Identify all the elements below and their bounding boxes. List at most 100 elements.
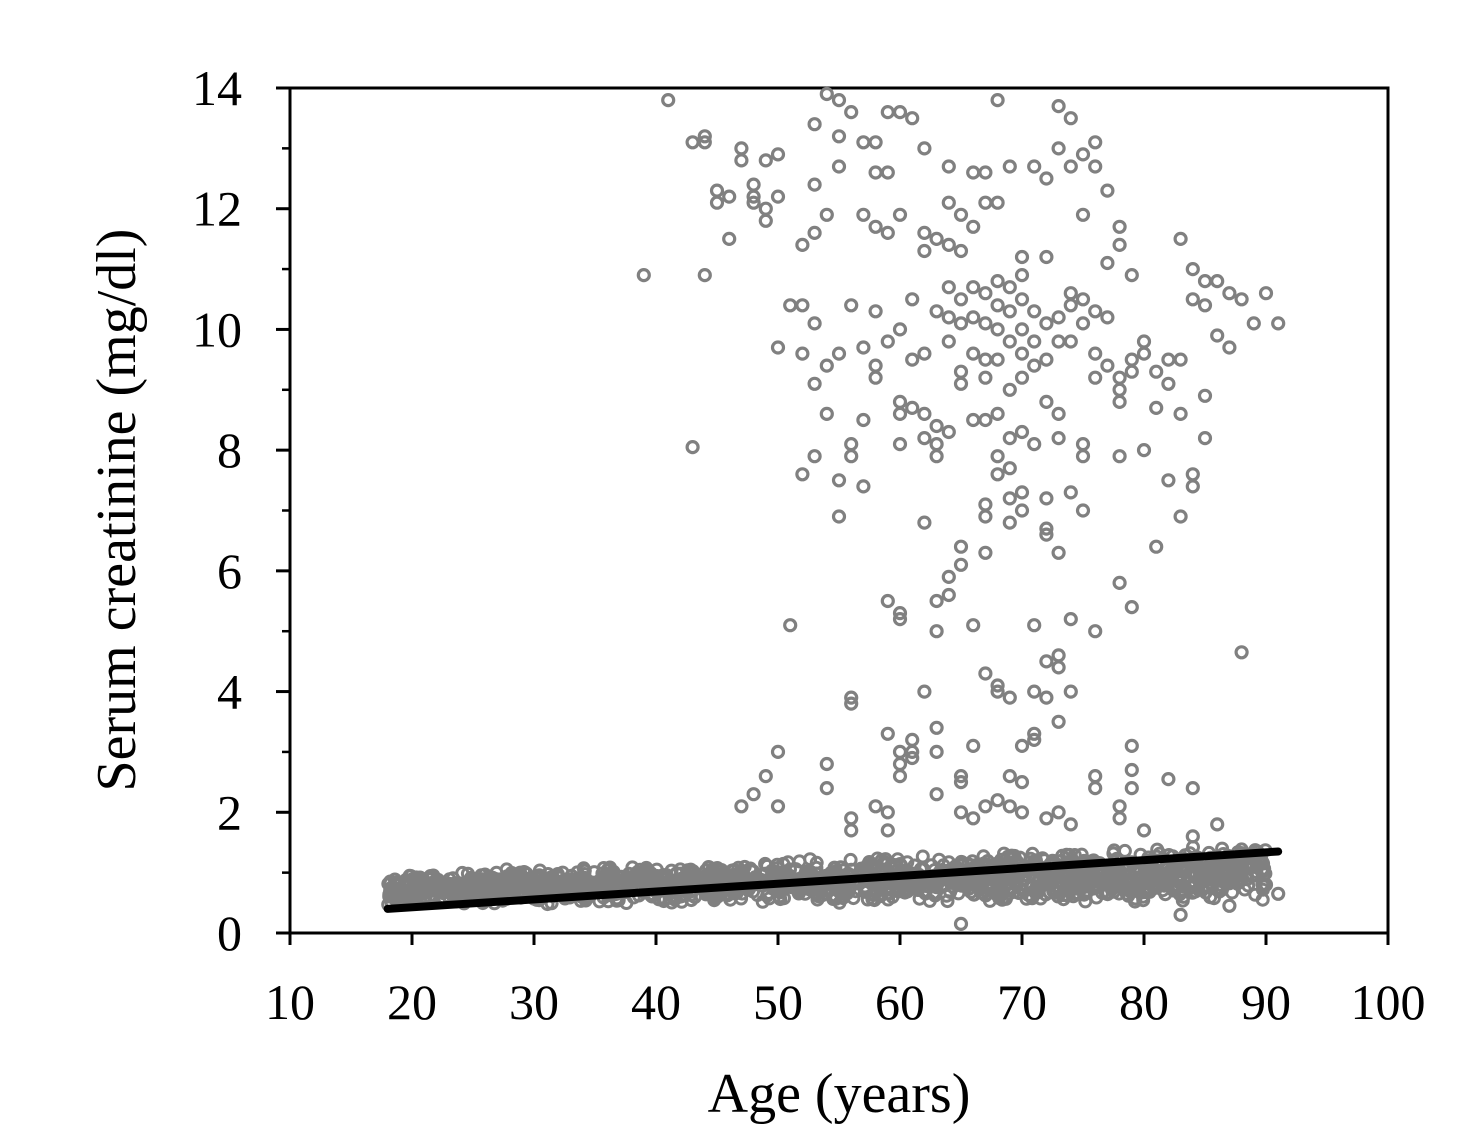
band-point (1255, 892, 1270, 907)
scatter-point (1149, 539, 1164, 554)
scatter-point (1173, 406, 1188, 421)
scatter-point (941, 424, 956, 440)
scatter-point (1063, 611, 1078, 627)
band-point (643, 869, 658, 884)
scatter-point (1014, 346, 1030, 361)
scatter-point (978, 509, 993, 524)
scatter-point (1185, 467, 1200, 482)
scatter-point (905, 352, 920, 367)
scatter-point (746, 189, 761, 204)
scatter-point (1002, 515, 1017, 530)
band-point (915, 849, 930, 864)
scatter-point (856, 340, 871, 355)
scatter-point (1161, 473, 1176, 488)
scatter-point (1002, 304, 1017, 319)
scatter-point (844, 298, 859, 313)
scatter-point (1051, 660, 1066, 675)
scatter-point (978, 165, 993, 180)
scatter-point (892, 768, 908, 784)
scatter-point (880, 593, 895, 609)
scatter-point (941, 569, 956, 585)
band-point (1000, 849, 1015, 864)
scatter-point (1210, 328, 1225, 343)
band-point (1117, 843, 1132, 858)
x-tick-label: 30 (509, 974, 559, 1030)
scatter-point (905, 750, 920, 766)
scatter-point (953, 243, 969, 259)
scatter-point (1246, 316, 1261, 331)
scatter-point (1112, 237, 1127, 252)
band-point (662, 873, 677, 888)
scatter-point (990, 467, 1005, 482)
scatter-point (636, 268, 651, 283)
scatter-point (868, 135, 883, 150)
band-point (810, 892, 825, 907)
scatter-point (1100, 310, 1115, 325)
scatter-point (892, 756, 908, 772)
scatter-point (1112, 370, 1127, 385)
dense-point-band (381, 840, 1273, 912)
band-point (1175, 885, 1190, 900)
scatter-point (1124, 762, 1139, 778)
scatter-point (990, 274, 1005, 289)
y-tick-label: 8 (217, 422, 242, 478)
scatter-point (990, 92, 1005, 108)
scatter-point (1039, 249, 1054, 265)
scatter-point (1075, 207, 1091, 222)
x-tick-label: 10 (265, 974, 315, 1030)
scatter-point (1027, 726, 1042, 741)
scatter-point (1002, 334, 1017, 349)
scatter-point (1258, 877, 1274, 892)
scatter-point (697, 135, 712, 150)
scatter-point (978, 352, 993, 367)
scatter-point (1173, 907, 1188, 923)
scatter-point (941, 159, 956, 174)
scatter-point (978, 370, 993, 385)
scatter-point (929, 437, 944, 452)
band-point (959, 874, 974, 889)
scatter-point (795, 298, 810, 313)
scatter-point (1039, 171, 1054, 186)
band-point (446, 871, 460, 886)
band-point (776, 856, 791, 871)
band-point (943, 885, 958, 899)
scatter-point (892, 611, 908, 627)
band-point (926, 885, 941, 900)
band-point (1173, 862, 1188, 877)
scatter-point (1039, 491, 1054, 506)
scatter-point (978, 286, 993, 301)
y-tick-label: 10 (192, 301, 242, 357)
y-tick-label: 14 (192, 60, 242, 116)
x-tick-label: 90 (1241, 974, 1291, 1030)
scatter-point (1112, 449, 1127, 464)
scatter-point (734, 153, 749, 168)
scatter-point (953, 774, 969, 790)
scatter-point (990, 406, 1005, 421)
scatter-point (807, 117, 822, 132)
scatter-point (783, 298, 798, 313)
scatter-point (892, 207, 908, 222)
x-axis-title: Age (years) (708, 1063, 971, 1125)
band-point (870, 851, 885, 866)
scatter-point (661, 92, 676, 108)
scatter-point (1234, 645, 1249, 660)
scatter-point (1222, 286, 1237, 301)
scatter-point (1149, 400, 1164, 415)
scatter-point (941, 334, 956, 349)
scatter-point (1014, 485, 1030, 500)
band-point (1060, 871, 1075, 886)
scatter-point (929, 720, 944, 735)
scatter-point (1088, 346, 1103, 361)
scatter-point (905, 292, 920, 307)
scatter-point (1222, 340, 1237, 355)
band-point (1221, 862, 1236, 877)
scatter-point (953, 539, 969, 554)
scatter-points (636, 86, 1286, 932)
scatter-point (892, 394, 908, 409)
scatter-point (953, 916, 969, 932)
scatter-point (1075, 449, 1091, 464)
scatter-point (953, 292, 969, 307)
scatter-point (917, 243, 932, 259)
scatter-point (795, 237, 810, 252)
